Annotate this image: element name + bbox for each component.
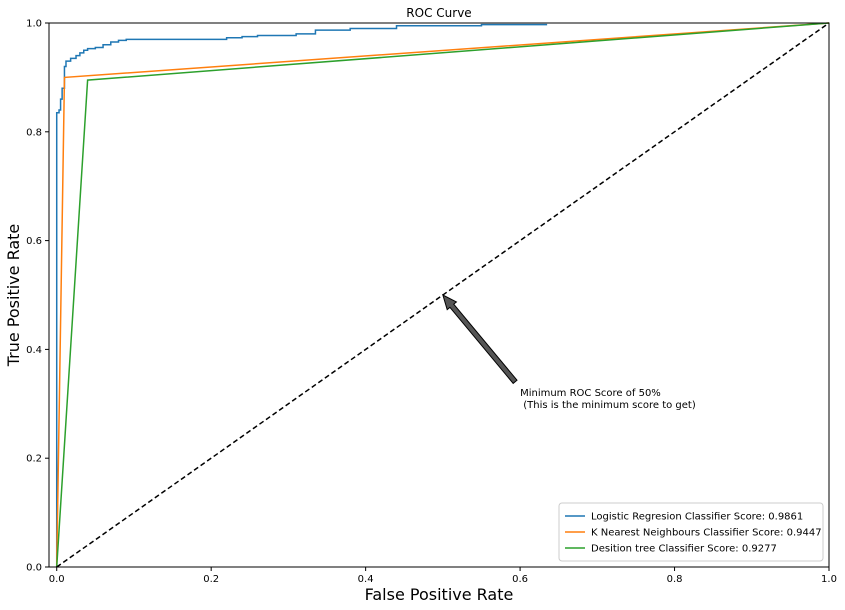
annotation-text-line2: (This is the minimum score to get) [520, 400, 696, 411]
y-tick-label: 1.0 [26, 19, 42, 30]
x-tick-label: 0.6 [512, 574, 528, 585]
legend-label-3: Desition tree Classifier Score: 0.9277 [591, 544, 777, 555]
x-tick-label: 0.8 [667, 574, 683, 585]
x-tick-label: 0.4 [358, 574, 374, 585]
y-tick-label: 0.6 [26, 236, 42, 247]
x-tick-label: 1.0 [821, 574, 837, 585]
y-axis-label: True Positive Rate [4, 224, 23, 368]
y-tick-label: 0.0 [26, 563, 42, 574]
plot-area: Minimum ROC Score of 50% (This is the mi… [48, 22, 830, 568]
annotation-arrow [442, 294, 518, 385]
plot-frame [48, 22, 830, 568]
x-axis-label: False Positive Rate [365, 585, 514, 604]
y-tick-label: 0.8 [26, 127, 42, 138]
series-line-3 [55, 22, 830, 568]
annotation-text-line1: Minimum ROC Score of 50% [520, 388, 661, 399]
x-tick-label: 0.0 [49, 574, 65, 585]
y-tick-label: 0.2 [26, 454, 42, 465]
series-line-2 [55, 22, 830, 568]
legend: Logistic Regresion Classifier Score: 0.9… [558, 502, 824, 562]
x-tick-label: 0.2 [203, 574, 219, 585]
legend-box [558, 502, 824, 562]
legend-label-2: K Nearest Neighbours Classifier Score: 0… [591, 528, 822, 539]
y-axis-ticks: 0.0 0.2 0.4 0.6 0.8 1.0 [26, 19, 49, 574]
chart-title: ROC Curve [406, 6, 471, 20]
x-axis-ticks: 0.0 0.2 0.4 0.6 0.8 1.0 [49, 567, 837, 585]
y-tick-label: 0.4 [26, 345, 42, 356]
legend-label-1: Logistic Regresion Classifier Score: 0.9… [591, 512, 803, 523]
annotation: Minimum ROC Score of 50% (This is the mi… [442, 294, 696, 411]
